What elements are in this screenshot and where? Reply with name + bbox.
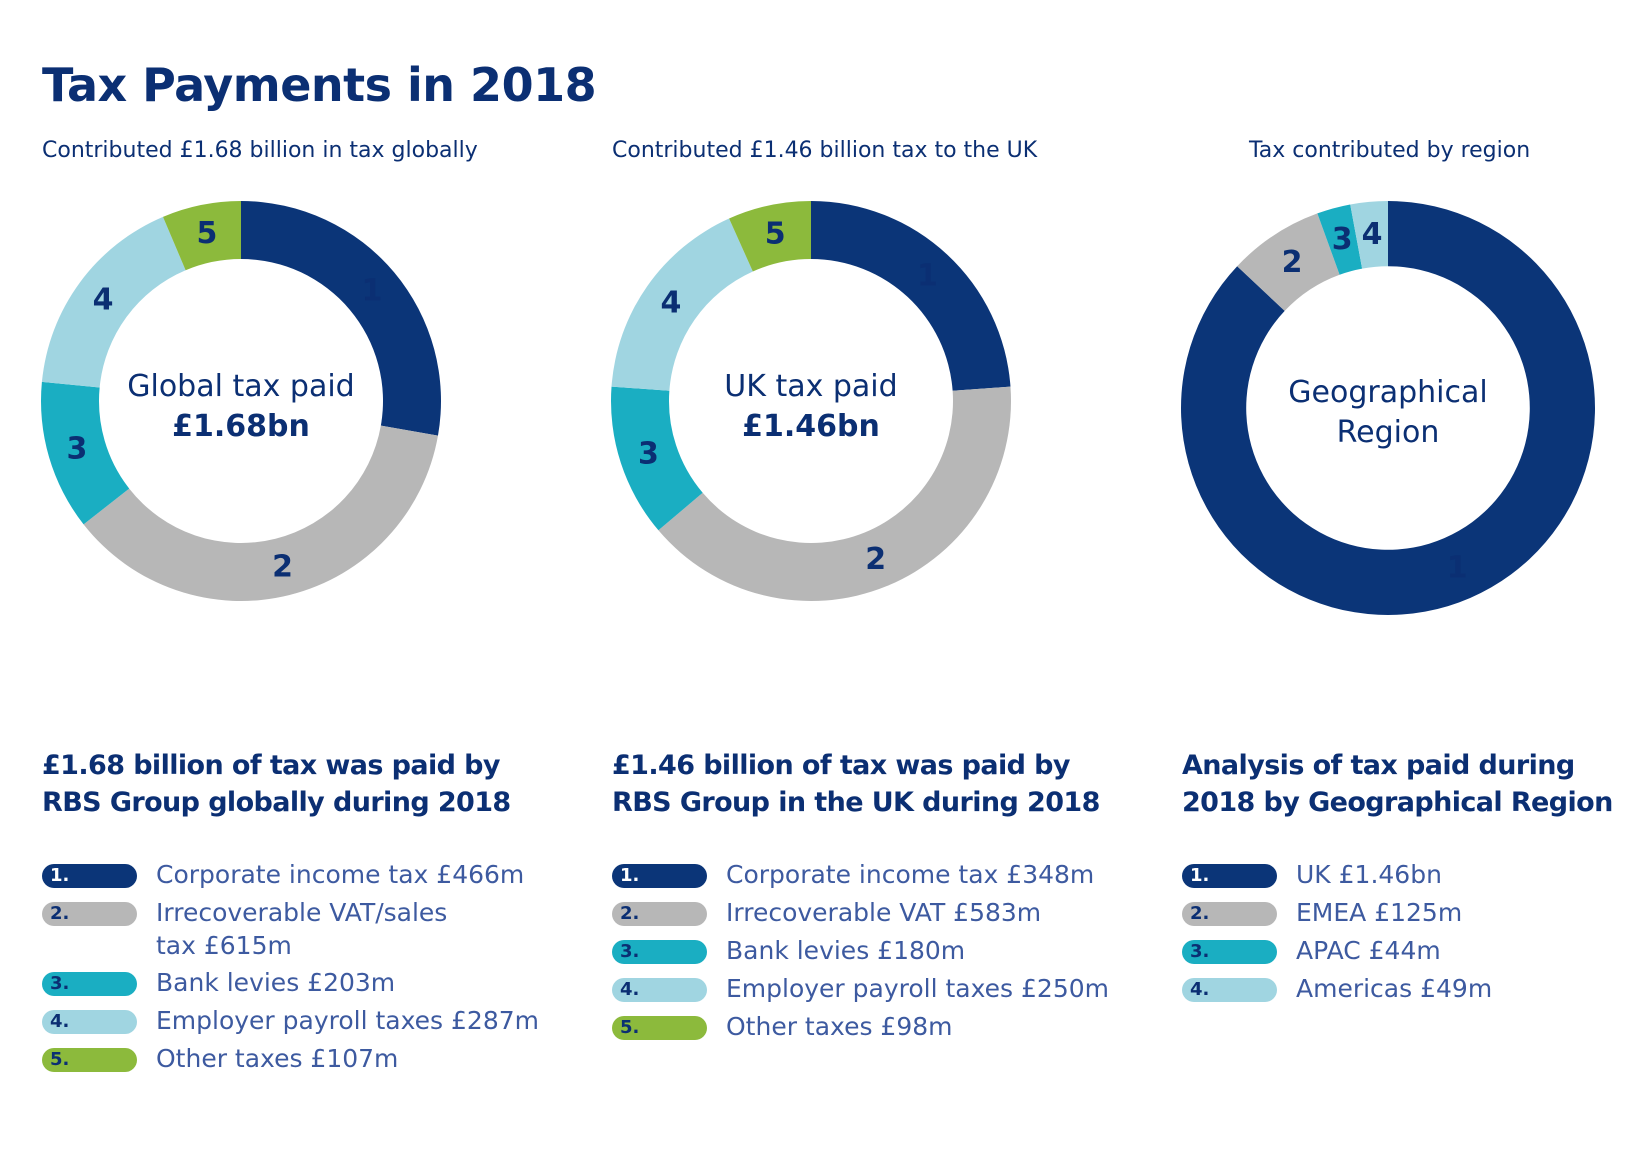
subtitle-region: Tax contributed by region: [1249, 138, 1531, 163]
donut-segment-4: [1350, 201, 1388, 269]
segment-label-4: 4: [93, 282, 114, 317]
legend-swatch: 4.: [1182, 978, 1277, 1002]
legend-text-line: tax £615m: [156, 931, 292, 960]
legend-text: Other taxes £98m: [726, 1010, 953, 1043]
segment-label-5: 5: [197, 216, 218, 251]
heading-line: RBS Group globally during 2018: [42, 787, 511, 818]
legend-swatch: 4.: [42, 1010, 137, 1034]
legend-swatch: 1.: [42, 864, 137, 888]
center-label-region-line1: Geographical: [1288, 375, 1487, 410]
segment-label-1: 1: [917, 258, 938, 293]
legend-text-line: Employer payroll taxes £287m: [156, 1006, 539, 1035]
legend-text-line: Employer payroll taxes £250m: [726, 974, 1109, 1003]
legend-text: UK £1.46bn: [1296, 858, 1442, 891]
legend-text-line: Irrecoverable VAT/sales: [156, 898, 448, 927]
legend-text-line: Irrecoverable VAT £583m: [726, 898, 1042, 927]
donut-chart-global: 1 2 3 4 5 Global tax paid £1.68bn: [40, 201, 441, 601]
legend-text: Irrecoverable VAT/sales tax £615m: [156, 896, 447, 962]
legend-swatch: 1.: [612, 864, 707, 888]
segment-label-2: 2: [272, 549, 293, 584]
legend-text-line: EMEA £125m: [1296, 898, 1463, 927]
legend-swatch: 4.: [612, 978, 707, 1002]
donut-segment-1: [241, 201, 441, 436]
legend-text-line: Bank levies £203m: [156, 968, 396, 997]
segment-label-3: 3: [1332, 222, 1353, 257]
segment-label-3: 3: [638, 437, 659, 472]
donut-segment-5: [162, 201, 241, 271]
legend-swatch: 3.: [1182, 940, 1277, 964]
legend-text: APAC £44m: [1296, 934, 1441, 967]
donut-segment-3: [1317, 204, 1363, 275]
donut-segment-4: [611, 218, 753, 391]
page-title: Tax Payments in 2018: [42, 58, 597, 112]
donut-chart-uk: 1 2 3 4 5 UK tax paid £1.46bn: [611, 201, 1011, 601]
legend-text-line: Corporate income tax £348m: [726, 860, 1095, 889]
legend-text: EMEA £125m: [1296, 896, 1462, 929]
legend-text: Irrecoverable VAT £583m: [726, 896, 1041, 929]
segment-label-1: 1: [1447, 551, 1468, 586]
heading-region: Analysis of tax paid during 2018 by Geog…: [1182, 747, 1626, 821]
legend-text: Corporate income tax £348m: [726, 858, 1094, 891]
subtitle-global: Contributed £1.68 billion in tax globall…: [42, 138, 478, 163]
subtitle-uk: Contributed £1.46 billion tax to the UK: [612, 138, 1038, 163]
segment-label-1: 1: [362, 274, 383, 309]
segment-label-2: 2: [1282, 245, 1303, 280]
heading-uk: £1.46 billion of tax was paid by RBS Gro…: [612, 747, 1132, 821]
donut-segment-2: [1237, 213, 1340, 311]
legend-text: Bank levies £203m: [156, 966, 395, 999]
segment-label-3: 3: [66, 432, 87, 467]
legend-text: Employer payroll taxes £287m: [156, 1004, 539, 1037]
legend-text-line: Bank levies £180m: [726, 936, 966, 965]
legend-text: Employer payroll taxes £250m: [726, 972, 1109, 1005]
donut-segment-3: [40, 381, 130, 525]
segment-label-4: 4: [1362, 217, 1383, 252]
donut-segment-3: [611, 386, 703, 531]
legend-swatch: 2.: [1182, 902, 1277, 926]
segment-label-2: 2: [865, 542, 886, 577]
legend-text-line: APAC £44m: [1296, 936, 1441, 965]
legend-text: Bank levies £180m: [726, 934, 965, 967]
legend-swatch: 2.: [612, 902, 707, 926]
legend-text-line: Other taxes £107m: [156, 1044, 399, 1073]
center-value-global: £1.68bn: [172, 409, 310, 444]
center-label-global: Global tax paid: [127, 369, 354, 404]
legend-text-line: Americas £49m: [1296, 974, 1493, 1003]
segment-label-4: 4: [660, 285, 681, 320]
legend-swatch: 5.: [612, 1016, 707, 1040]
legend-text-line: UK £1.46bn: [1296, 860, 1442, 889]
center-label-uk: UK tax paid: [724, 369, 897, 404]
heading-line: £1.46 billion of tax was paid by: [612, 750, 1070, 781]
heading-global: £1.68 billion of tax was paid by RBS Gro…: [42, 747, 562, 821]
center-label-region-line2: Region: [1337, 415, 1440, 450]
donut-segment-1: [811, 201, 1011, 391]
donut-segment-4: [41, 216, 186, 388]
legend-text-line: Other taxes £98m: [726, 1012, 953, 1041]
legend-text: Corporate income tax £466m: [156, 858, 524, 891]
center-value-uk: £1.46bn: [742, 409, 880, 444]
donut-segment-2: [658, 386, 1011, 601]
legend-swatch: 3.: [42, 972, 137, 996]
legend-swatch: 1.: [1182, 864, 1277, 888]
legend-swatch: 5.: [42, 1048, 137, 1072]
donut-segment-2: [83, 425, 438, 601]
donut-segment-5: [729, 201, 811, 272]
segment-label-5: 5: [765, 216, 786, 251]
donut-chart-region: 1 23 4 Geographical Region: [1181, 201, 1595, 615]
heading-line: RBS Group in the UK during 2018: [612, 787, 1100, 818]
legend-text: Other taxes £107m: [156, 1042, 398, 1075]
heading-line: £1.68 billion of tax was paid by: [42, 750, 500, 781]
legend-swatch: 3.: [612, 940, 707, 964]
heading-line: Analysis of tax paid during: [1182, 750, 1575, 781]
legend-text-line: Corporate income tax £466m: [156, 860, 525, 889]
legend-swatch: 2.: [42, 902, 137, 926]
legend-text: Americas £49m: [1296, 972, 1492, 1005]
donut-segment-1: [1181, 201, 1595, 615]
heading-line: 2018 by Geographical Region: [1182, 787, 1613, 818]
